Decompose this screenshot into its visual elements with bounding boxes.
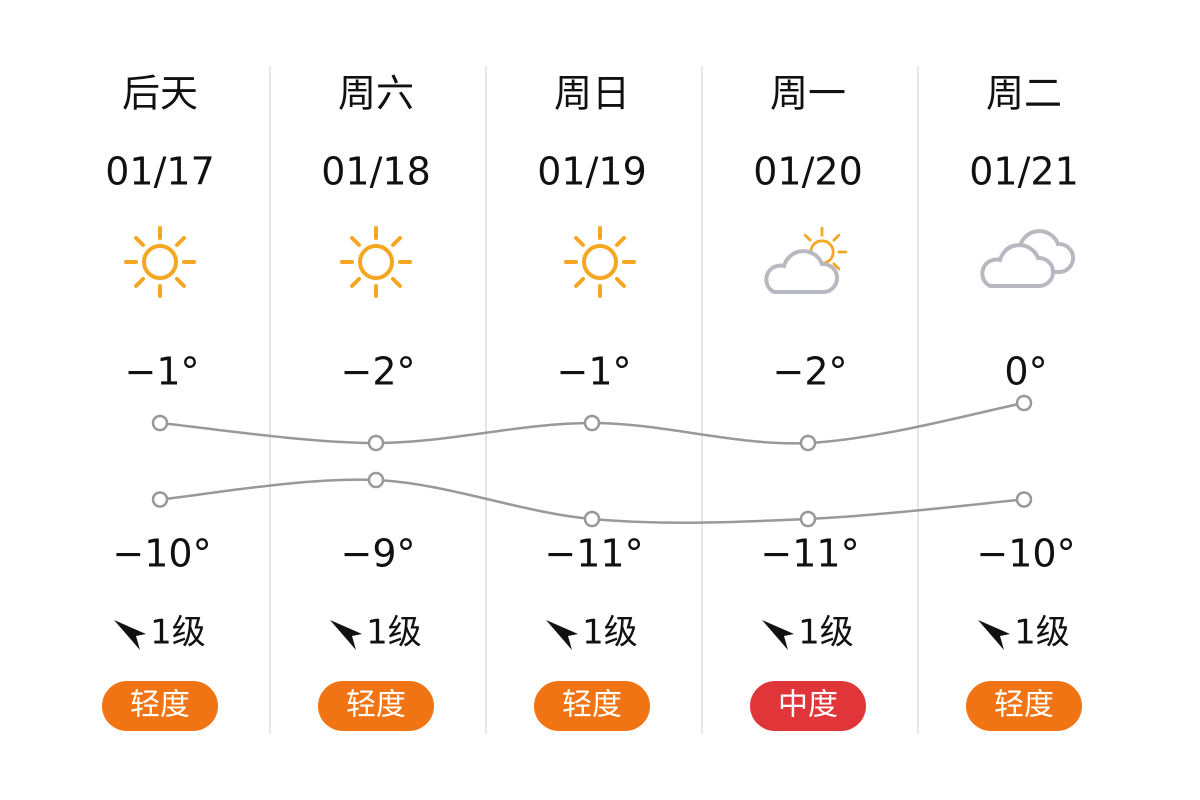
aqi-badge	[966, 681, 1082, 731]
high-temp-point	[367, 434, 385, 452]
date: 01/18	[321, 150, 431, 194]
low-temp-point	[799, 510, 817, 528]
high-temp: 0°	[1004, 350, 1047, 394]
wind-arrow	[762, 620, 794, 650]
low-temp-point	[583, 510, 601, 528]
wind-arrow	[114, 620, 146, 650]
partly-cloudy-icon	[764, 226, 848, 294]
high-temp: −2°	[772, 350, 847, 394]
day-name: 后天	[122, 72, 198, 116]
weather-icons	[124, 226, 1076, 298]
date: 01/17	[105, 150, 215, 194]
day-name: 周日	[554, 72, 630, 116]
high-temp-point	[1015, 394, 1033, 412]
aqi-label: 轻度	[562, 688, 622, 723]
wind-level: 1级	[366, 613, 422, 653]
low-temp-point	[1015, 491, 1033, 508]
aqi-label: 轻度	[346, 688, 406, 723]
aqi-label: 轻度	[994, 688, 1054, 723]
aqi-badge	[750, 681, 866, 731]
date: 01/20	[753, 150, 863, 194]
wind-level: 1级	[582, 613, 638, 653]
aqi-label: 中度	[778, 688, 838, 723]
sunny-icon	[564, 226, 636, 298]
wind-level: 1级	[150, 613, 206, 653]
low-temp: −9°	[340, 532, 415, 576]
sunny-icon	[340, 226, 412, 298]
day-name: 周二	[986, 72, 1062, 116]
low-temp-point	[367, 471, 385, 489]
day-name: 周一	[770, 72, 846, 116]
high-temp: −1°	[124, 350, 199, 394]
high-temp-point	[151, 414, 169, 432]
low-temp-point	[151, 491, 169, 508]
low-temp: −11°	[544, 532, 643, 576]
high-temp: −2°	[340, 350, 415, 394]
date: 01/19	[537, 150, 647, 194]
low-temp: −10°	[112, 532, 211, 576]
wind-arrow	[978, 620, 1010, 650]
aqi-badge	[102, 681, 218, 731]
low-temp: −11°	[760, 532, 859, 576]
wind-arrow	[546, 620, 578, 650]
low-temp: −10°	[976, 532, 1075, 576]
day-name: 周六	[338, 72, 414, 116]
cloudy-icon	[980, 229, 1076, 288]
high-temp-point	[583, 414, 601, 432]
sunny-icon	[124, 226, 196, 298]
wind-level: 1级	[798, 613, 854, 653]
aqi-label: 轻度	[130, 688, 190, 723]
high-temp-point	[799, 434, 817, 452]
high-temp: −1°	[556, 350, 631, 394]
wind-level: 1级	[1014, 613, 1070, 653]
aqi-badge	[318, 681, 434, 731]
date: 01/21	[969, 150, 1079, 194]
wind-arrow	[330, 620, 362, 650]
aqi-badge	[534, 681, 650, 731]
